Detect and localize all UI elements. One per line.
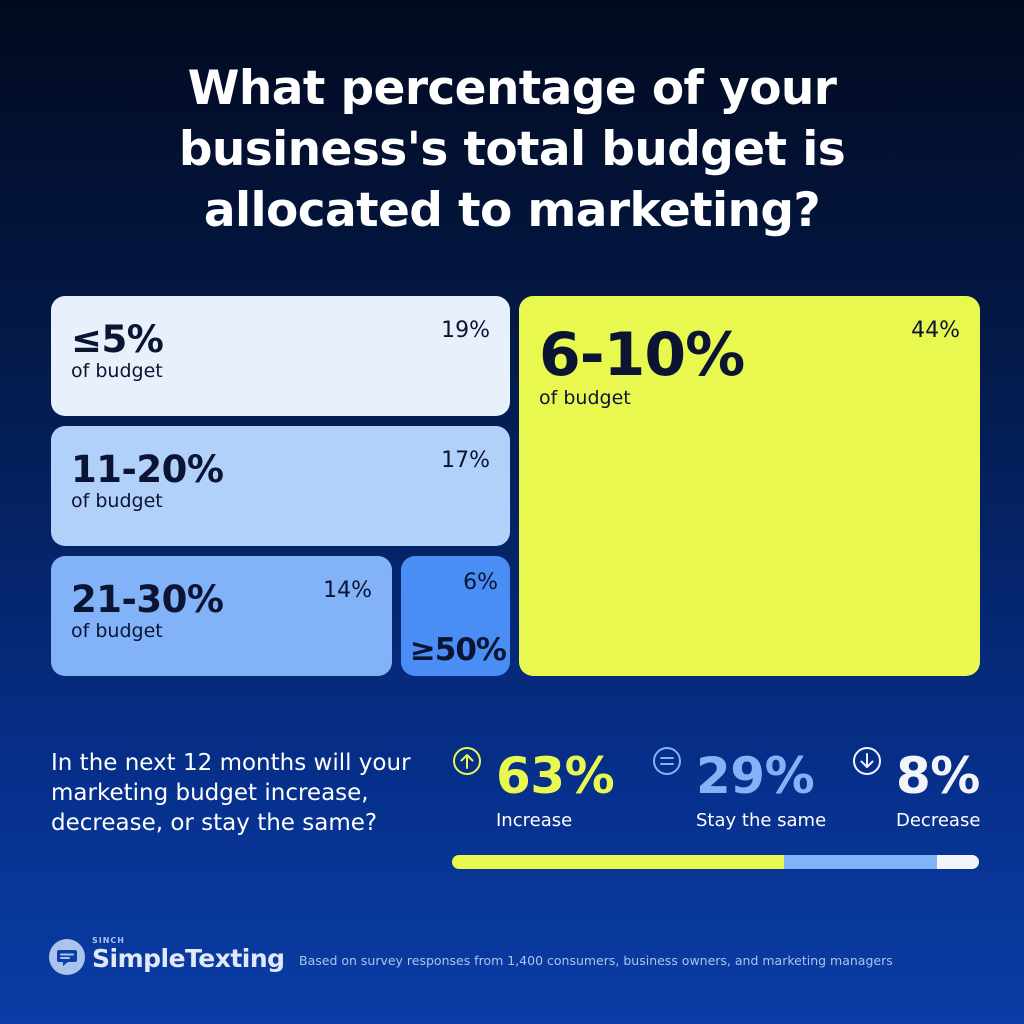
tile-value-label: 17% [441,448,490,473]
stat-value: 63% [496,747,615,805]
tile-6-10: 6-10% of budget 44% [519,296,980,676]
title-line: allocated to marketing? [203,183,821,238]
title-line: business's total budget is [178,122,846,177]
brand-name: SimpleTexting [92,944,285,973]
title-line: What percentage of your [187,61,837,116]
arrow-up-circle-icon [453,747,481,775]
tile-range-label: 21-30% [71,578,224,621]
simpletexting-logo: SINCH SimpleTexting [48,936,288,980]
stat-value: 29% [696,747,815,805]
tile-range-label: ≤5% [71,318,164,361]
bar-segment-decrease [936,855,979,869]
tile-11-20: 11-20% of budget 17% [51,426,510,546]
tile-range-label: 6-10% [539,320,745,390]
tile-ge50: 6% ≥50% [401,556,510,676]
brand-parent-label: SINCH [92,936,125,945]
tile-unit-label: of budget [539,387,631,409]
arrow-down-circle-icon [853,747,881,775]
page-title: What percentage of your business's total… [100,58,924,241]
tile-unit-label: of budget [71,620,163,642]
stat-label: Decrease [896,810,981,831]
tile-unit-label: of budget [71,360,163,382]
tile-value-label: 19% [441,318,490,343]
survey-footnote: Based on survey responses from 1,400 con… [299,953,893,968]
tile-unit-label: of budget [71,490,163,512]
bar-segment-stay-same [784,855,937,869]
chat-bubble-logo-icon [49,939,85,975]
equals-circle-icon [653,747,681,775]
tile-range-label: ≥50% [409,632,507,668]
stacked-change-bar [452,855,979,869]
tile-21-30: 21-30% of budget 14% [51,556,392,676]
tile-value-label: 14% [323,578,372,603]
tile-range-label: 11-20% [71,448,224,491]
stat-value: 8% [896,747,980,805]
bar-segment-increase [452,855,784,869]
tile-le5: ≤5% of budget 19% [51,296,510,416]
stat-label: Stay the same [696,810,827,831]
stat-label: Increase [496,810,573,831]
tile-value-label: 6% [463,570,498,595]
tile-value-label: 44% [911,318,960,343]
budget-change-question: In the next 12 months will your marketin… [51,750,411,836]
